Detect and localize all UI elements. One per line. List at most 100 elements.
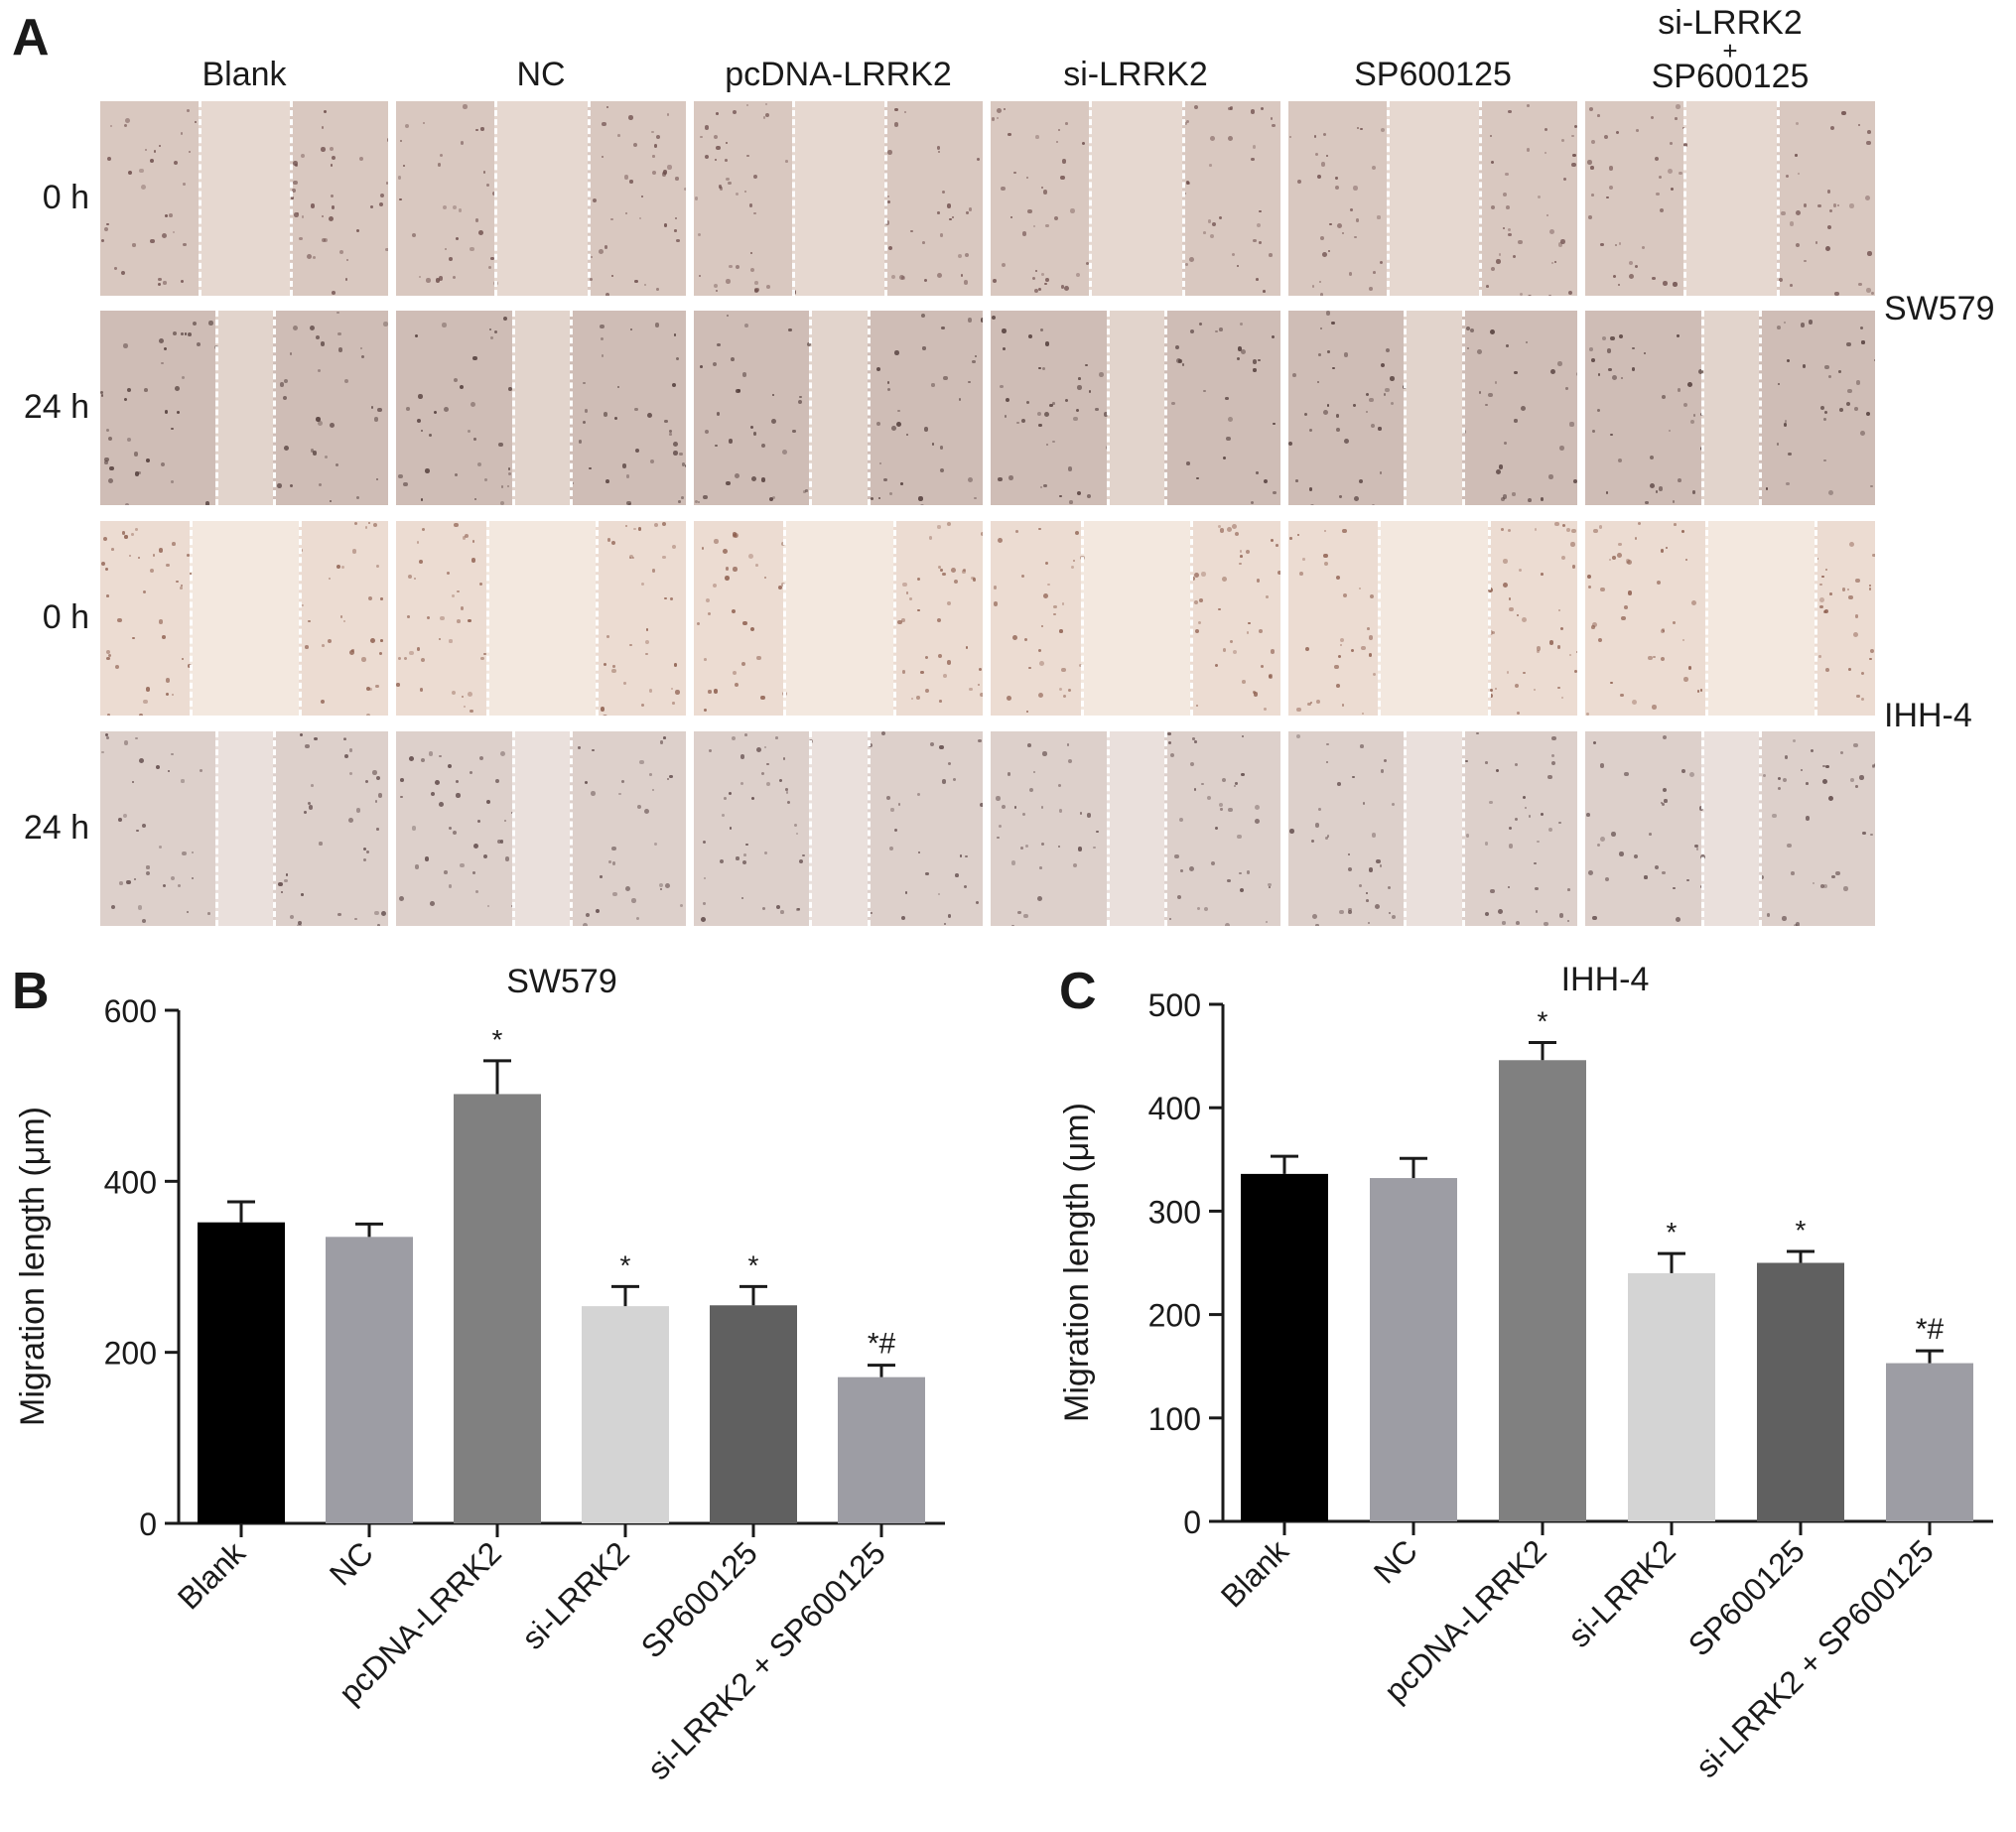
cell-speck xyxy=(1266,595,1269,598)
wound-edge-line xyxy=(570,731,574,926)
cell-speck xyxy=(144,387,149,392)
bar xyxy=(582,1306,669,1523)
cell-speck xyxy=(1554,521,1559,527)
cell-speck xyxy=(745,103,749,107)
x-tick-label: SP600125 xyxy=(1681,1532,1812,1662)
wound-edge-line xyxy=(290,101,294,296)
cell-speck xyxy=(669,433,672,436)
cell-speck xyxy=(447,763,452,768)
cell-speck xyxy=(131,780,134,783)
cell-speck xyxy=(645,652,648,656)
cell-speck xyxy=(1822,779,1828,785)
cell-speck xyxy=(1046,583,1050,587)
cell-speck xyxy=(364,526,367,529)
cell-speck xyxy=(416,541,420,544)
cell-speck xyxy=(1656,193,1660,196)
cell-speck xyxy=(1228,807,1234,813)
cell-speck xyxy=(369,687,372,691)
cell-speck xyxy=(1233,649,1238,654)
cell-speck xyxy=(938,565,942,569)
cell-speck xyxy=(600,706,605,712)
cell-speck xyxy=(180,132,184,135)
cell-speck xyxy=(409,756,415,762)
cell-speck xyxy=(1185,263,1188,266)
cell-speck xyxy=(1003,108,1006,111)
cell-speck xyxy=(1536,646,1542,651)
cell-speck xyxy=(460,862,465,868)
cell-speck xyxy=(1367,626,1371,630)
cell-speck xyxy=(1240,550,1243,553)
cell-speck xyxy=(1385,347,1391,353)
cell-speck xyxy=(1508,232,1513,237)
cell-speck xyxy=(1198,323,1202,327)
cell-speck xyxy=(1045,444,1048,447)
cell-speck xyxy=(1688,772,1694,778)
cell-speck xyxy=(605,479,610,483)
cell-speck xyxy=(107,157,112,162)
cell-speck xyxy=(462,536,467,540)
cell-speck xyxy=(1829,592,1832,595)
cell-speck xyxy=(1072,862,1078,868)
cell-speck xyxy=(1766,913,1771,917)
scratch-gap xyxy=(1378,521,1488,716)
cell-speck xyxy=(1619,851,1624,856)
cell-speck xyxy=(896,422,902,428)
cell-speck xyxy=(616,133,620,137)
cell-speck xyxy=(1040,806,1044,809)
wound-edge-line xyxy=(485,521,489,716)
cell-speck xyxy=(122,813,128,819)
cell-speck xyxy=(1812,881,1814,885)
cell-speck xyxy=(943,375,948,381)
cell-speck xyxy=(307,253,313,259)
cell-speck xyxy=(1605,491,1609,495)
scratch-gap xyxy=(215,311,273,505)
cell-speck xyxy=(154,150,157,153)
cell-speck xyxy=(890,426,896,431)
cell-speck xyxy=(941,779,947,784)
cell-speck xyxy=(480,656,484,661)
cell-speck xyxy=(1779,277,1784,282)
cell-speck xyxy=(729,792,733,796)
cell-speck xyxy=(109,465,114,470)
cell-speck xyxy=(1189,866,1195,872)
cell-speck xyxy=(299,732,303,736)
cell-speck xyxy=(1547,827,1552,832)
cell-speck xyxy=(1339,495,1342,498)
cell-speck xyxy=(1248,621,1251,625)
cell-speck xyxy=(1828,208,1833,213)
micrograph-tile xyxy=(1585,731,1875,926)
micrograph-tile xyxy=(1585,101,1875,296)
cell-speck xyxy=(1095,408,1099,412)
cell-speck xyxy=(478,582,483,587)
cell-speck xyxy=(1866,130,1871,135)
cell-speck xyxy=(134,471,140,476)
cell-speck xyxy=(969,207,973,211)
cell-speck xyxy=(150,238,155,244)
cell-speck xyxy=(1020,574,1025,579)
cell-speck xyxy=(445,247,448,250)
cell-speck xyxy=(1490,267,1495,272)
cell-speck xyxy=(893,828,898,833)
cell-speck xyxy=(435,278,440,283)
wound-edge-line xyxy=(1404,311,1408,505)
x-tick-label: pcDNA-LRRK2 xyxy=(332,1534,508,1711)
x-tick-label: Blank xyxy=(171,1534,253,1617)
cell-speck xyxy=(1275,544,1278,548)
cell-speck xyxy=(1001,262,1006,268)
cell-speck xyxy=(335,462,339,467)
cell-speck xyxy=(1796,121,1800,125)
cell-speck xyxy=(289,484,293,488)
row-label: 0 h xyxy=(42,598,89,636)
cell-speck xyxy=(1784,322,1787,325)
cell-speck xyxy=(143,589,147,593)
cell-speck xyxy=(1677,388,1681,392)
cell-speck xyxy=(428,751,434,756)
cell-speck xyxy=(117,818,122,822)
cell-speck xyxy=(1250,109,1256,114)
cell-speck xyxy=(680,496,684,500)
cell-speck xyxy=(1490,328,1495,334)
cell-speck xyxy=(322,237,327,242)
cell-speck xyxy=(1025,176,1029,180)
cell-speck xyxy=(507,471,512,475)
cell-speck xyxy=(1867,251,1872,256)
